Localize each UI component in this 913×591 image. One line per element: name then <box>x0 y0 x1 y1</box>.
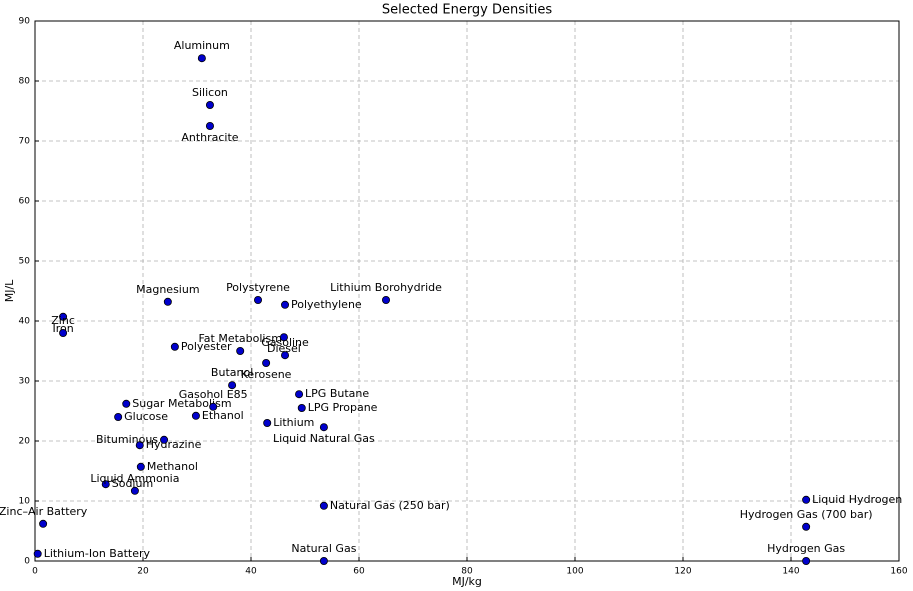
x-tick-label: 120 <box>674 567 691 577</box>
point-label: Hydrogen Gas (700 bar) <box>740 508 873 521</box>
point <box>263 418 272 427</box>
y-tick-label: 50 <box>19 257 31 267</box>
point <box>205 122 214 131</box>
point <box>59 312 68 321</box>
y-tick-label: 90 <box>19 17 31 27</box>
y-tick-label: 70 <box>19 137 31 147</box>
point <box>279 333 288 342</box>
x-tick-label: 160 <box>890 567 907 577</box>
point-label: LPG Propane <box>308 401 378 414</box>
point-label: Bituminous <box>96 433 158 446</box>
point-label: Magnesium <box>136 283 199 296</box>
y-tick-label: 0 <box>24 557 30 567</box>
point <box>33 549 42 558</box>
point <box>209 402 218 411</box>
point-label: Gasohol E85 <box>179 388 248 401</box>
point <box>170 342 179 351</box>
point <box>101 480 110 489</box>
x-tick-label: 80 <box>461 567 473 577</box>
point-label: Polyester <box>181 340 232 353</box>
point <box>295 390 304 399</box>
point <box>319 557 328 566</box>
point-label: Silicon <box>192 86 228 99</box>
y-tick-label: 20 <box>19 437 31 447</box>
point-label: Aluminum <box>174 39 230 52</box>
point-label: Sugar Metabolism <box>132 397 231 410</box>
point-label: LPG Butane <box>305 387 369 400</box>
point-label: Anthracite <box>181 131 238 144</box>
point-label: Lithium Borohydride <box>330 281 442 294</box>
x-tick-label: 100 <box>566 567 583 577</box>
point <box>114 412 123 421</box>
point <box>802 495 811 504</box>
point <box>381 295 390 304</box>
x-tick-label: 140 <box>782 567 799 577</box>
point <box>122 399 131 408</box>
point <box>191 411 200 420</box>
point-label: Methanol <box>147 460 198 473</box>
point <box>281 351 290 360</box>
point <box>319 423 328 432</box>
y-tick-label: 40 <box>19 317 31 327</box>
point-label: Kerosene <box>241 368 292 381</box>
x-tick-label: 60 <box>353 567 365 577</box>
point-label: Zinc <box>51 314 75 327</box>
point-label: Iron <box>52 322 73 335</box>
point-label: Sodium <box>112 477 153 490</box>
point-label: Hydrazine <box>146 438 202 451</box>
point-label: Liquid Hydrogen <box>812 493 902 506</box>
point <box>236 346 245 355</box>
point <box>319 501 328 510</box>
point <box>802 557 811 566</box>
point-label: Diesel <box>267 342 301 355</box>
point-label: Polystyrene <box>226 281 290 294</box>
point-label: Natural Gas <box>291 542 356 555</box>
point-label: Fat Metabolism <box>198 332 281 345</box>
point <box>297 403 306 412</box>
point <box>135 441 144 450</box>
point-label: Butanol <box>211 366 253 379</box>
point <box>163 297 172 306</box>
x-tick-label: 0 <box>32 567 38 577</box>
y-axis-label: MJ/L <box>3 279 16 302</box>
point <box>130 486 139 495</box>
point-label: Hydrogen Gas <box>767 542 845 555</box>
point-label: Lithium-Ion Battery <box>44 547 151 560</box>
point <box>254 295 263 304</box>
x-tick-label: 20 <box>137 567 149 577</box>
point <box>160 435 169 444</box>
y-tick-label: 30 <box>19 377 31 387</box>
point-label: Glucose <box>124 410 168 423</box>
point-label: Liquid Ammonia <box>90 472 179 485</box>
y-tick-label: 60 <box>19 197 31 207</box>
point <box>136 462 145 471</box>
chart-title: Selected Energy Densities <box>382 3 552 18</box>
point <box>197 54 206 63</box>
point <box>39 519 48 528</box>
point-label: Polyethylene <box>291 298 362 311</box>
point <box>205 101 214 110</box>
point-label: Natural Gas (250 bar) <box>330 499 450 512</box>
point-label: Gasoline <box>261 336 309 349</box>
point <box>59 328 68 337</box>
point-label: Lithium <box>273 416 314 429</box>
point <box>262 358 271 367</box>
plot-frame <box>34 20 900 562</box>
point <box>281 300 290 309</box>
x-tick-label: 40 <box>245 567 257 577</box>
point-label: Ethanol <box>202 409 244 422</box>
point <box>802 522 811 531</box>
y-tick-label: 80 <box>19 77 31 87</box>
point <box>228 381 237 390</box>
y-tick-label: 10 <box>19 497 31 507</box>
x-axis-label: MJ/kg <box>452 575 482 588</box>
point-label: Zinc–Air Battery <box>0 505 88 518</box>
point-label: Liquid Natural Gas <box>273 432 375 445</box>
